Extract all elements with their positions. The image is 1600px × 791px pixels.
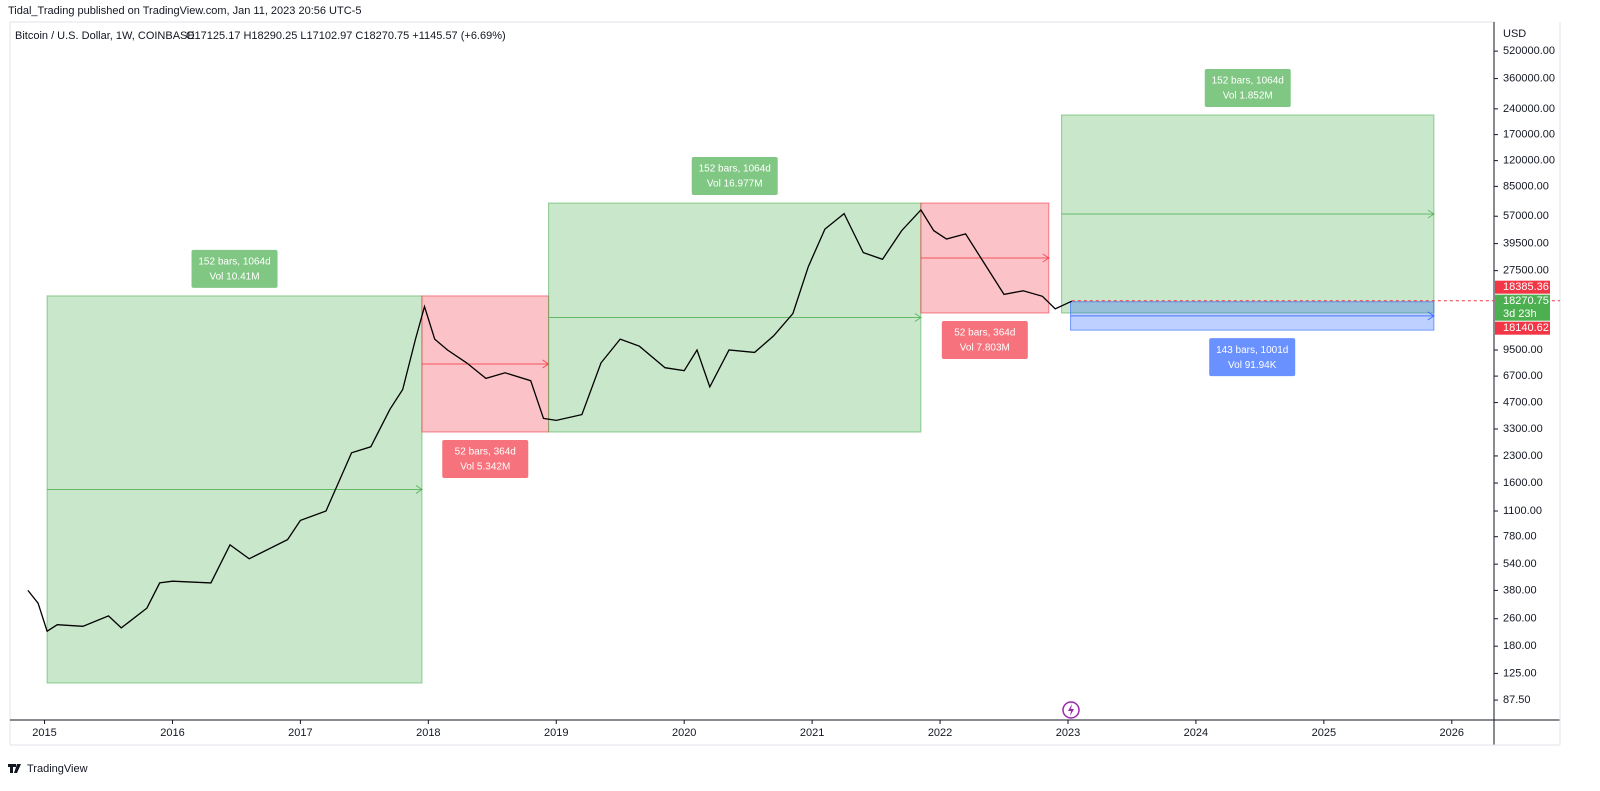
x-tick-label: 2015 [32,727,56,739]
range-bars: 152 bars, 1064d [198,257,270,268]
range-volume: Vol 1.852M [1223,91,1273,102]
price-label-bg [1495,294,1550,321]
range-label-bg [442,439,529,478]
range-volume: Vol 10.41M [209,272,259,283]
x-tick-label: 2023 [1056,727,1080,739]
range-label-bg [941,320,1028,359]
y-tick-label: 85000.00 [1503,180,1549,192]
y-tick-label: 57000.00 [1503,210,1549,222]
x-tick-label: 2026 [1440,727,1464,739]
range-bars: 152 bars, 1064d [1212,76,1284,87]
range-arrowhead [1427,209,1435,219]
y-tick-label: 3300.00 [1503,423,1543,435]
event-icon[interactable] [1062,701,1080,719]
y-tick-label: 360000.00 [1503,72,1555,84]
range-label-bg [1209,338,1296,377]
y-tick-label: 9500.00 [1503,344,1543,356]
publisher: Tidal_Trading published on TradingView.c… [8,5,361,17]
y-tick-label: 1100.00 [1503,505,1542,517]
x-tick-label: 2016 [160,727,184,739]
x-tick-label: 2025 [1312,727,1336,739]
y-tick-label: 780.00 [1503,531,1537,543]
event-icon-bolt [1068,704,1074,716]
range-volume: Vol 16.977M [707,179,763,190]
currency: USD [1503,28,1526,40]
y-tick-label: 260.00 [1503,613,1537,625]
y-tick-label: 170000.00 [1503,129,1555,141]
range-volume: Vol 91.94K [1228,360,1277,371]
y-tick-label: 4700.00 [1503,396,1543,408]
x-tick-label: 2021 [800,727,824,739]
range-volume: Vol 7.803M [960,343,1010,354]
range-arrowhead [1427,311,1435,321]
range-volume: Vol 5.342M [460,462,510,473]
brand-logo [8,764,21,773]
y-tick-label: 87.50 [1503,694,1531,706]
y-tick-label: 520000.00 [1503,45,1555,57]
range-arrowhead [415,485,423,494]
y-tick-label: 6700.00 [1503,370,1543,382]
brand: TradingView [27,763,88,775]
x-tick-label: 2020 [672,727,696,739]
range-label-bg [691,157,778,196]
y-tick-label: 1600.00 [1503,477,1543,489]
x-tick-label: 2019 [544,727,568,739]
y-tick-label: 39500.00 [1503,238,1549,250]
symbol-title: Bitcoin / U.S. Dollar, 1W, COINBASE [15,30,195,42]
x-tick-label: 2018 [416,727,440,739]
price-line [27,208,1073,633]
y-tick-label: 2300.00 [1503,450,1543,462]
range-bars: 152 bars, 1064d [699,164,771,175]
y-tick-label: 125.00 [1503,667,1537,679]
x-tick-label: 2017 [288,727,312,739]
range-bars: 52 bars, 364d [954,328,1015,339]
y-tick-label: 380.00 [1503,584,1537,596]
range-bars: 52 bars, 364d [455,447,516,458]
x-tick-label: 2022 [928,727,952,739]
ohlc: O17125.17 H18290.25 L17102.97 C18270.75 … [186,30,506,42]
range-bars: 143 bars, 1001d [1216,345,1288,356]
price-label-bg [1495,280,1550,294]
plot: 152 bars, 1064d Vol 10.41M 52 bars, 364d Vo… [27,45,1560,739]
price-label-bg [1495,321,1550,335]
range-label-bg [191,249,278,288]
price-label: 18385.36 [1503,281,1549,293]
price-label: 18270.75 [1503,295,1549,307]
y-tick-label: 27500.00 [1503,265,1549,277]
y-tick-label: 540.00 [1503,558,1537,570]
y-tick-label: 120000.00 [1503,155,1555,167]
y-tick-label: 180.00 [1503,640,1537,652]
x-tick-label: 2024 [1184,727,1208,739]
y-tick-label: 240000.00 [1503,103,1555,115]
price-countdown: 3d 23h [1503,308,1537,320]
range-label-bg [1204,69,1291,108]
price-label: 18140.62 [1503,322,1549,334]
range-arrowhead [914,313,922,322]
range-arrowhead [1042,253,1050,263]
